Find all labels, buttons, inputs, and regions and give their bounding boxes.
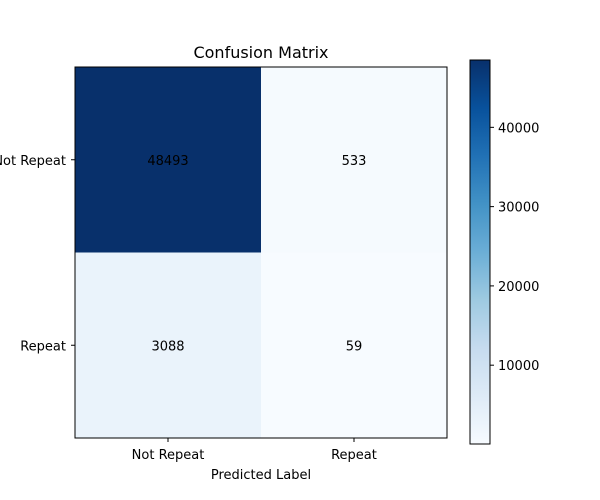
x-tick-label: Repeat [331, 448, 377, 463]
heatmap-cells: 48493 533 3088 59 [75, 67, 447, 438]
colorbar-tick-label: 40000 [498, 121, 539, 136]
plot-frame [74, 66, 448, 439]
y-tick-label: Repeat [20, 339, 66, 354]
y-axis-ticks: Not Repeat Repeat [0, 154, 75, 354]
cell-value-label: 48493 [147, 154, 188, 169]
heatmap-cell [75, 67, 261, 253]
heatmap-cell [261, 252, 447, 438]
colorbar-ticks: 10000 20000 30000 40000 [490, 121, 539, 374]
cell-value-label: 533 [342, 154, 367, 169]
colorbar-tick-label: 30000 [498, 201, 539, 216]
cell-value-label: 59 [346, 339, 363, 354]
chart-title: Confusion Matrix [193, 43, 328, 62]
colorbar [469, 59, 491, 445]
cell-value-label: 3088 [151, 339, 184, 354]
colorbar-tick-label: 20000 [498, 280, 539, 295]
colorbar-tick-label: 10000 [498, 359, 539, 374]
heatmap-cell [75, 252, 261, 438]
y-tick-label: Not Repeat [0, 154, 66, 169]
x-tick-label: Not Repeat [132, 448, 205, 463]
x-axis-ticks: Not Repeat Repeat [132, 438, 377, 463]
heatmap-cell [261, 67, 447, 253]
x-axis-label: Predicted Label [211, 468, 311, 483]
